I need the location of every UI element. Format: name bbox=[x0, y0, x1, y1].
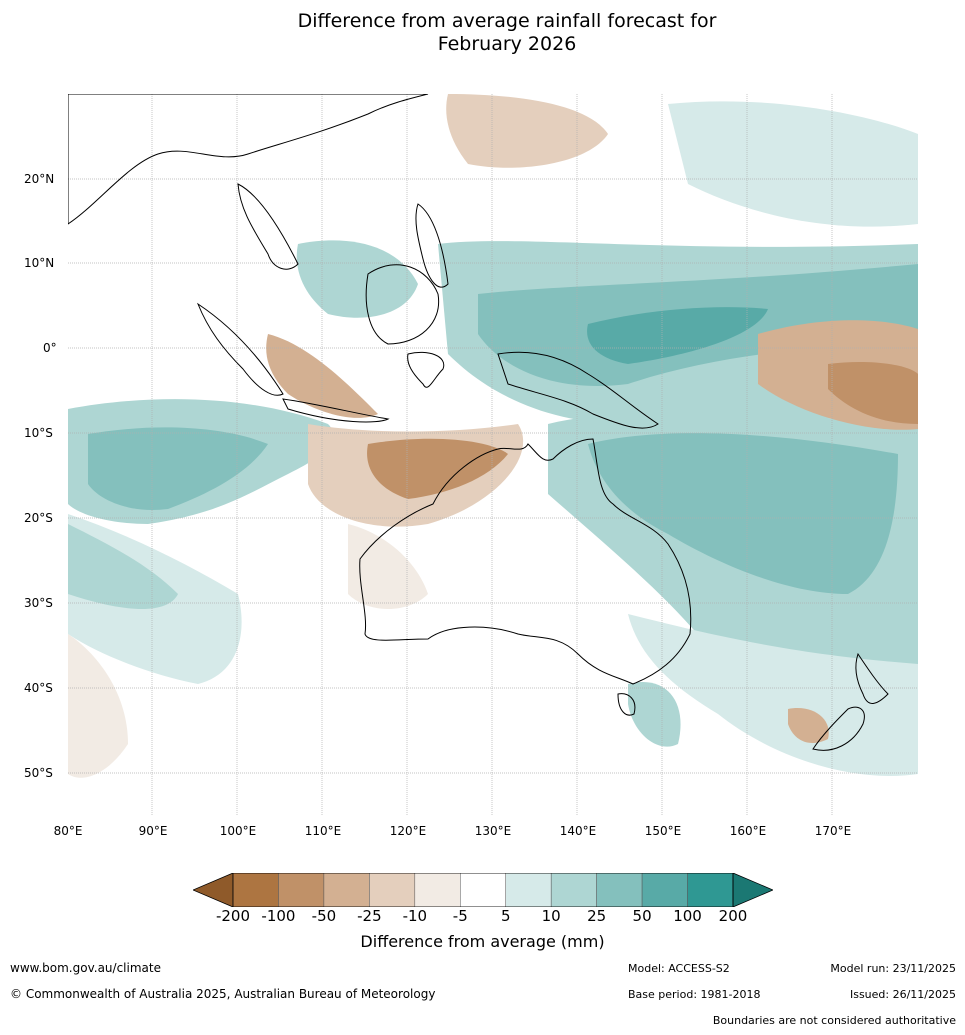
colorbar-tick-label: -100 bbox=[261, 907, 296, 925]
title-line-1: Difference from average rainfall forecas… bbox=[297, 10, 717, 32]
lon-label: 150°E bbox=[644, 824, 682, 838]
dry-region-timor bbox=[266, 334, 378, 418]
colorbar-cell bbox=[369, 873, 416, 907]
colorbar-tick-label: 100 bbox=[673, 907, 702, 925]
sumatra-outline bbox=[196, 302, 284, 396]
colorbar-cell bbox=[323, 873, 370, 907]
colorbar-cell bbox=[278, 873, 325, 907]
coastlines bbox=[68, 94, 889, 751]
lon-label: 100°E bbox=[219, 824, 257, 838]
disclaimer-text: Boundaries are not considered authoritat… bbox=[712, 1014, 956, 1027]
wet-region-tasmania-south bbox=[628, 682, 681, 747]
dry-region-central-pacific-core bbox=[828, 362, 918, 424]
new-guinea-outline bbox=[497, 351, 659, 429]
philippines-outline bbox=[415, 203, 449, 288]
lat-label: 10°S bbox=[24, 426, 53, 440]
lon-label: 90°E bbox=[138, 824, 168, 838]
wet-region-north-pacific bbox=[668, 101, 918, 227]
colorbar-tick-label: 5 bbox=[500, 907, 511, 925]
chart-title: Difference from average rainfall forecas… bbox=[0, 10, 965, 56]
title-line-2: February 2026 bbox=[437, 33, 577, 55]
colorbar-cell bbox=[641, 873, 688, 907]
colorbar-cell bbox=[232, 873, 279, 907]
colorbar bbox=[193, 873, 773, 907]
issued-text: Issued: 26/11/2025 bbox=[849, 988, 956, 1001]
model-text: Model: ACCESS-S2 bbox=[628, 962, 730, 975]
colorbar-cell bbox=[460, 873, 506, 907]
colorbar-tick-label: -5 bbox=[452, 907, 468, 925]
wet-region-southwest bbox=[68, 524, 178, 609]
model-run-text: Model run: 23/11/2025 bbox=[830, 962, 956, 975]
colorbar-cell bbox=[687, 873, 734, 907]
map-canvas bbox=[68, 94, 918, 816]
colorbar-cell bbox=[414, 873, 461, 907]
wet-region-indian-core bbox=[88, 427, 268, 510]
lon-label: 110°E bbox=[304, 824, 342, 838]
colorbar-tick-label: -50 bbox=[311, 907, 337, 925]
colorbar-tick-label: -25 bbox=[357, 907, 382, 925]
colorbar-label: Difference from average (mm) bbox=[360, 932, 605, 951]
colorbar-tick-label: 25 bbox=[587, 907, 607, 925]
lon-label: 120°E bbox=[389, 824, 427, 838]
wet-region-tasman bbox=[628, 614, 918, 776]
copyright-text: © Commonwealth of Australia 2025, Austra… bbox=[10, 987, 436, 1001]
indochina-outline bbox=[237, 183, 299, 270]
base-period-text: Base period: 1981-2018 bbox=[628, 988, 761, 1001]
lat-label: 50°S bbox=[24, 766, 53, 780]
colorbar-tick-label: 200 bbox=[718, 907, 748, 925]
borneo-outline bbox=[365, 264, 440, 345]
lon-label: 130°E bbox=[474, 824, 512, 838]
colorbar-tick-label: -200 bbox=[215, 907, 251, 925]
graticule bbox=[68, 94, 918, 816]
colorbar-tick-label: 50 bbox=[632, 907, 652, 925]
lat-label: 40°S bbox=[24, 681, 53, 695]
dry-region-western-australia bbox=[348, 524, 428, 609]
lat-label: 10°N bbox=[24, 256, 55, 270]
sulawesi-outline bbox=[407, 351, 445, 388]
dry-region-north-australia-core bbox=[367, 438, 508, 499]
lon-label: 140°E bbox=[559, 824, 597, 838]
lat-label: 0° bbox=[43, 341, 57, 355]
wet-region-china-sea bbox=[296, 240, 418, 318]
colorbar-cell bbox=[550, 873, 597, 907]
lon-label: 160°E bbox=[729, 824, 767, 838]
colorbar-cell bbox=[596, 873, 643, 907]
asia-mainland bbox=[68, 94, 429, 225]
tasmania-outline bbox=[617, 693, 636, 716]
colorbar-cell bbox=[505, 873, 552, 907]
dry-region-new-zealand bbox=[788, 708, 829, 744]
forecast-map bbox=[68, 94, 918, 816]
new-zealand-north bbox=[855, 652, 889, 704]
wet-region-equatorial-strong bbox=[587, 307, 768, 364]
dry-region-southern-ocean bbox=[68, 634, 128, 778]
lat-label: 30°S bbox=[24, 596, 53, 610]
new-zealand-south bbox=[812, 706, 865, 751]
lat-label: 20°N bbox=[24, 172, 55, 186]
lat-label: 20°S bbox=[24, 511, 53, 525]
lon-label: 170°E bbox=[814, 824, 852, 838]
colorbar-extend-high bbox=[732, 873, 773, 907]
colorbar-tick-label: 10 bbox=[541, 907, 561, 925]
anomaly-fields bbox=[68, 94, 918, 778]
dry-region-north-pacific bbox=[446, 94, 608, 168]
australia-outline bbox=[359, 438, 692, 685]
colorbar-tick-label: -10 bbox=[402, 907, 428, 925]
wet-region-coral-core bbox=[588, 433, 898, 594]
colorbar-extend-low bbox=[193, 873, 234, 907]
colorbar-outline bbox=[232, 873, 734, 907]
java-outline bbox=[282, 398, 390, 423]
website-link[interactable]: www.bom.gov.au/climate bbox=[10, 961, 161, 975]
lon-label: 80°E bbox=[53, 824, 83, 838]
